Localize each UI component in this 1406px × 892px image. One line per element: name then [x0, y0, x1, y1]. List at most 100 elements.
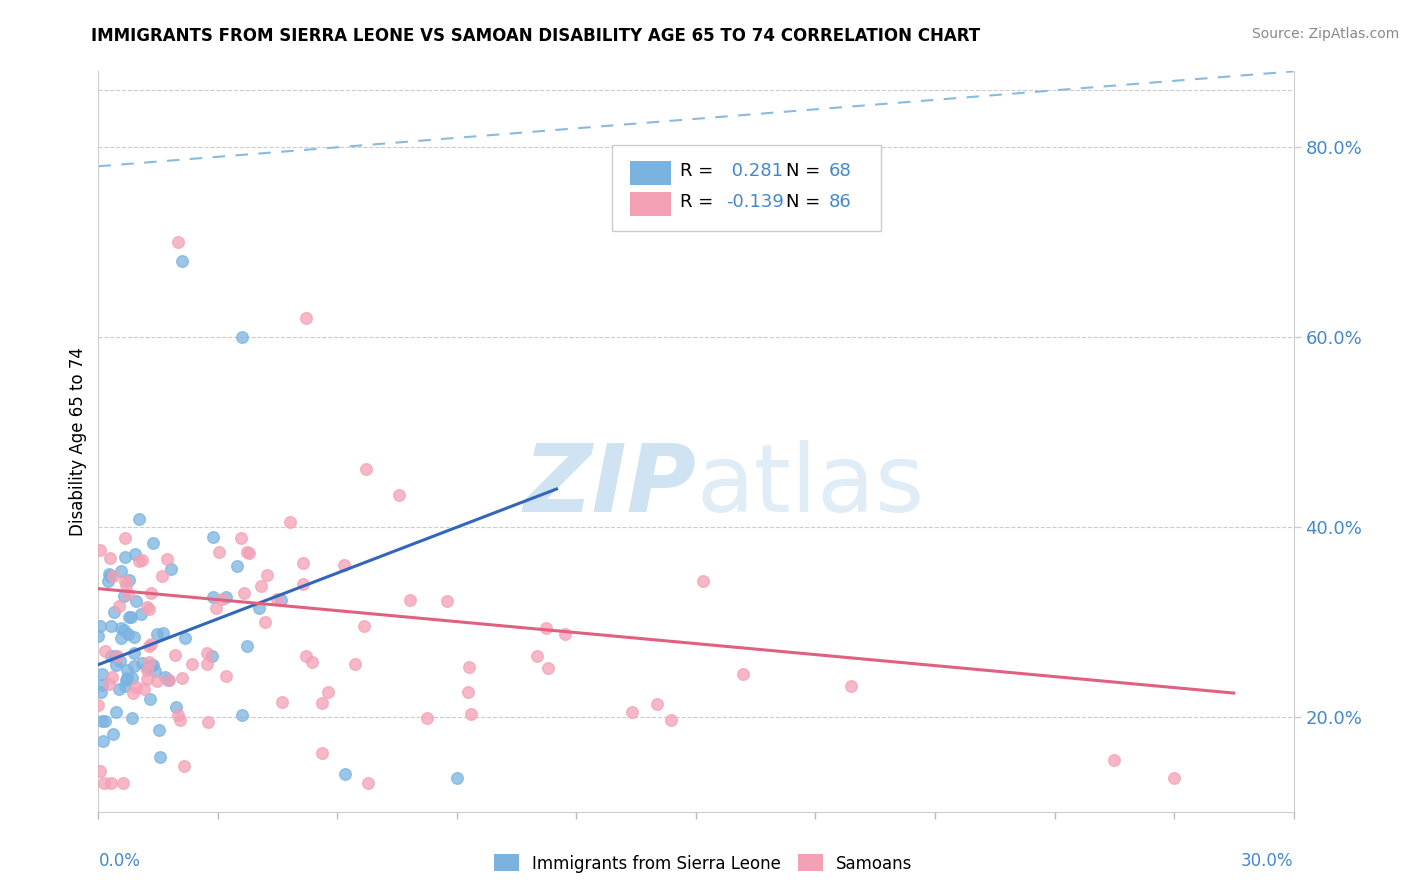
Point	[117, 573, 139, 587]
Point	[117, 627, 139, 641]
Point	[167, 235, 190, 250]
Point	[231, 330, 253, 344]
Point	[142, 657, 165, 672]
Point	[266, 592, 288, 607]
Text: Source: ZipAtlas.com: Source: ZipAtlas.com	[1251, 27, 1399, 41]
Point	[100, 649, 122, 664]
Point	[204, 601, 226, 615]
Point	[114, 531, 136, 545]
Point	[89, 543, 111, 558]
Point	[152, 626, 174, 640]
Point	[117, 587, 139, 601]
Point	[114, 679, 136, 693]
Point	[301, 656, 323, 670]
Point	[353, 619, 375, 633]
Point	[343, 657, 366, 672]
Text: atlas: atlas	[696, 440, 924, 532]
Point	[733, 667, 755, 681]
Point	[136, 600, 159, 615]
Point	[229, 531, 252, 545]
Point	[94, 643, 117, 657]
Point	[90, 684, 112, 698]
Point	[139, 586, 162, 600]
Point	[124, 547, 146, 561]
Point	[195, 657, 218, 671]
Point	[122, 686, 145, 700]
Point	[294, 311, 316, 326]
Y-axis label: Disability Age 65 to 74: Disability Age 65 to 74	[69, 347, 87, 536]
Point	[388, 488, 411, 502]
Point	[173, 759, 195, 773]
Point	[108, 654, 131, 668]
Point	[136, 672, 159, 686]
Point	[692, 574, 714, 589]
Point	[150, 568, 173, 582]
Point	[202, 591, 225, 605]
Point	[110, 565, 132, 579]
Point	[157, 673, 180, 687]
Point	[131, 553, 153, 567]
Point	[115, 577, 138, 591]
Point	[249, 579, 271, 593]
Point	[211, 591, 233, 606]
Text: -0.139: -0.139	[725, 194, 783, 211]
Point	[121, 672, 143, 686]
Text: R =: R =	[681, 194, 720, 211]
Point	[291, 577, 314, 591]
FancyBboxPatch shape	[613, 145, 882, 230]
Point	[554, 626, 576, 640]
Point	[174, 631, 197, 645]
Point	[145, 673, 167, 688]
Point	[159, 562, 181, 576]
Point	[135, 663, 157, 677]
Point	[146, 627, 169, 641]
Point	[128, 554, 150, 568]
Point	[122, 647, 145, 661]
Point	[167, 708, 190, 723]
Point	[125, 680, 148, 694]
Point	[114, 574, 136, 588]
Text: N =: N =	[786, 162, 825, 180]
FancyBboxPatch shape	[630, 192, 671, 216]
Point	[659, 714, 682, 728]
Point	[148, 723, 170, 737]
Point	[415, 711, 437, 725]
Point	[91, 666, 114, 681]
Point	[236, 544, 259, 558]
Point	[311, 746, 333, 760]
Point	[114, 549, 136, 564]
Point	[357, 776, 380, 790]
Point	[112, 590, 135, 604]
Point	[138, 601, 160, 615]
Point	[131, 656, 153, 670]
Point	[122, 659, 145, 673]
Point	[238, 546, 260, 560]
Point	[354, 462, 377, 476]
Point	[112, 623, 135, 637]
Text: 86: 86	[828, 194, 852, 211]
Point	[457, 685, 479, 699]
Point	[335, 766, 357, 780]
Point	[295, 649, 318, 664]
Point	[231, 708, 253, 723]
Point	[101, 670, 124, 684]
Point	[145, 665, 167, 679]
Text: N =: N =	[786, 194, 825, 211]
Point	[316, 685, 339, 699]
Point	[233, 586, 256, 600]
Point	[87, 698, 110, 712]
Point	[165, 700, 187, 714]
Text: R =: R =	[681, 162, 720, 180]
Point	[115, 673, 138, 687]
Point	[256, 568, 278, 582]
Point	[100, 618, 122, 632]
Point	[536, 621, 558, 635]
Text: 30.0%: 30.0%	[1241, 853, 1294, 871]
Point	[87, 629, 110, 643]
Point	[100, 551, 122, 566]
Point	[101, 569, 124, 583]
Point	[105, 706, 128, 720]
Text: ZIP: ZIP	[523, 440, 696, 532]
Point	[105, 649, 128, 664]
Point	[93, 776, 115, 790]
